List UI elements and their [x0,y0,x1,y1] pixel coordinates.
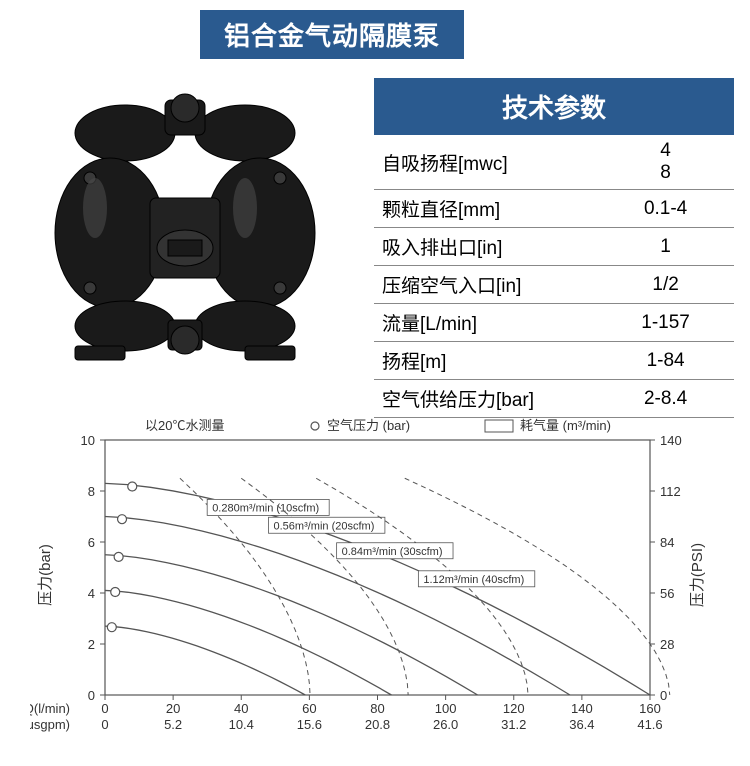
table-row: 自吸扬程[mwc]48 [374,135,734,190]
table-row: 吸入排出口[in]1 [374,228,734,266]
specs-panel: 技术参数 自吸扬程[mwc]48颗粒直径[mm]0.1-4吸入排出口[in]1压… [374,78,734,418]
svg-text:0.56m³/min (20scfm): 0.56m³/min (20scfm) [274,520,375,532]
svg-text:20.8: 20.8 [365,717,390,732]
svg-text:140: 140 [571,701,593,716]
svg-text:40: 40 [234,701,248,716]
main-content-row: 技术参数 自吸扬程[mwc]48颗粒直径[mm]0.1-4吸入排出口[in]1压… [0,78,750,418]
svg-text:112: 112 [660,484,681,499]
spec-label: 自吸扬程[mwc] [374,135,597,190]
spec-value: 1/2 [597,266,734,304]
spec-label: 扬程[m] [374,342,597,380]
specs-header: 技术参数 [374,78,734,135]
svg-text:空气压力 (bar): 空气压力 (bar) [327,418,410,433]
svg-text:Q(usgpm): Q(usgpm) [30,717,70,732]
product-image [20,88,350,368]
svg-text:压力(bar): 压力(bar) [37,544,54,606]
spec-value: 0.1-4 [597,190,734,228]
svg-text:压力(PSI): 压力(PSI) [689,543,706,607]
svg-text:15.6: 15.6 [297,717,322,732]
table-row: 扬程[m]1-84 [374,342,734,380]
svg-text:10.4: 10.4 [229,717,254,732]
svg-text:6: 6 [88,535,95,550]
svg-text:10: 10 [81,433,95,448]
svg-text:140: 140 [660,433,682,448]
spec-value: 1-157 [597,304,734,342]
svg-text:28: 28 [660,637,674,652]
svg-text:以20℃水测量: 以20℃水测量 [145,418,224,433]
svg-text:0.280m³/min (10scfm): 0.280m³/min (10scfm) [212,502,319,514]
svg-text:2: 2 [88,637,95,652]
svg-text:耗气量 (m³/min): 耗气量 (m³/min) [520,418,611,433]
page-title: 铝合金气动隔膜泵 [200,10,464,59]
svg-text:100: 100 [435,701,457,716]
table-row: 压缩空气入口[in]1/2 [374,266,734,304]
svg-text:120: 120 [503,701,525,716]
spec-label: 流量[L/min] [374,304,597,342]
spec-label: 吸入排出口[in] [374,228,597,266]
svg-text:36.4: 36.4 [569,717,594,732]
table-row: 流量[L/min]1-157 [374,304,734,342]
svg-text:160: 160 [639,701,661,716]
svg-text:84: 84 [660,535,674,550]
table-row: 颗粒直径[mm]0.1-4 [374,190,734,228]
spec-label: 压缩空气入口[in] [374,266,597,304]
svg-text:56: 56 [660,586,674,601]
svg-text:31.2: 31.2 [501,717,526,732]
svg-text:41.6: 41.6 [637,717,662,732]
svg-text:0: 0 [660,688,667,703]
svg-text:0.84m³/min (30scfm): 0.84m³/min (30scfm) [342,546,443,558]
spec-value: 48 [597,135,734,190]
spec-value: 1 [597,228,734,266]
svg-text:5.2: 5.2 [164,717,182,732]
specs-table: 自吸扬程[mwc]48颗粒直径[mm]0.1-4吸入排出口[in]1压缩空气入口… [374,135,734,418]
spec-value: 1-84 [597,342,734,380]
svg-text:20: 20 [166,701,180,716]
performance-chart: 以20℃水测量空气压力 (bar)耗气量 (m³/min)02468100285… [30,400,720,750]
svg-text:0: 0 [88,688,95,703]
svg-text:0: 0 [101,701,108,716]
svg-text:60: 60 [302,701,316,716]
svg-text:4: 4 [88,586,95,601]
spec-label: 颗粒直径[mm] [374,190,597,228]
svg-text:Q(l/min): Q(l/min) [30,701,70,716]
svg-text:1.12m³/min (40scfm): 1.12m³/min (40scfm) [423,574,524,586]
svg-text:80: 80 [370,701,384,716]
svg-text:8: 8 [88,484,95,499]
svg-text:26.0: 26.0 [433,717,458,732]
svg-text:0: 0 [101,717,108,732]
